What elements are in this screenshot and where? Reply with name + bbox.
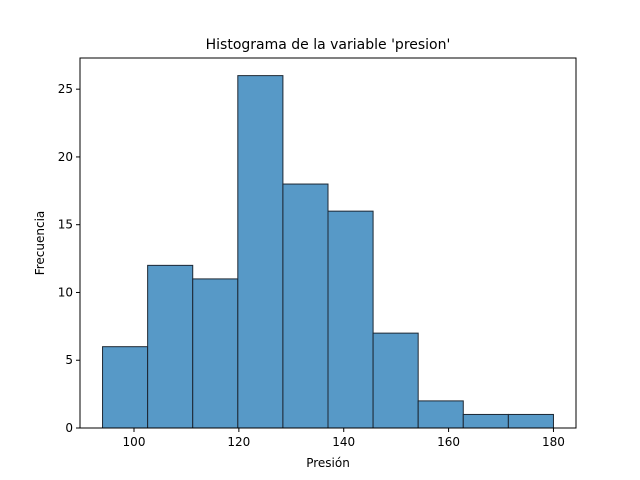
y-tick-label: 5 [65,353,73,367]
chart-title: Histograma de la variable 'presion' [206,37,451,53]
x-tick-label: 120 [227,435,250,449]
y-axis-ticks: 0 5 10 15 20 25 [58,82,80,435]
histogram-bars [102,75,554,429]
histogram-bar [507,413,554,429]
y-tick-label: 15 [58,218,73,232]
y-tick-label: 0 [65,421,73,435]
y-tick-label: 25 [58,82,73,96]
x-tick-label: 100 [123,435,146,449]
x-tick-label: 140 [332,435,355,449]
histogram-bar [102,346,149,429]
x-axis-ticks: 100 120 140 160 180 [123,428,565,449]
y-tick-label: 10 [58,285,73,299]
x-axis-label: Presión [306,456,350,470]
histogram-bar [327,210,374,429]
y-tick-label: 20 [58,150,73,164]
histogram-bar [372,332,419,429]
y-axis-label: Frecuencia [33,211,47,276]
plot-frame [79,57,577,429]
histogram-bar [462,413,509,429]
histogram-bar [282,183,329,429]
histogram-bar [147,264,194,429]
x-tick-label: 180 [542,435,565,449]
histogram-bar [417,400,464,429]
x-tick-label: 160 [437,435,460,449]
histogram-bar [192,278,239,429]
histogram-bar [237,75,284,429]
